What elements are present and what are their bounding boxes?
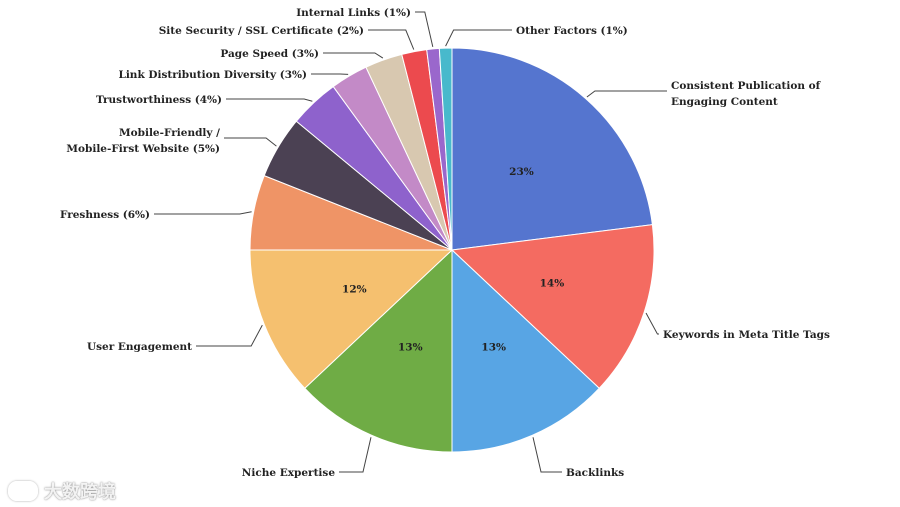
watermark-logo-icon xyxy=(8,481,38,501)
callout-label: Page Speed (3%) xyxy=(220,48,319,60)
callout-label-line2: Mobile-First Website (5%) xyxy=(66,143,220,155)
leader-line xyxy=(196,324,263,347)
callout-label: Site Security / SSL Certificate (2%) xyxy=(159,25,364,37)
pie-slice xyxy=(450,224,655,389)
callout-label: User Engagement xyxy=(87,341,192,353)
callout-label: Internal Links (1%) xyxy=(296,7,411,19)
callout-label: Consistent Publication of xyxy=(671,80,822,92)
watermark-text: 大数跨境 xyxy=(44,482,116,503)
callout-label: Mobile-Friendly / xyxy=(119,127,220,139)
slices-layer xyxy=(249,47,655,453)
leader-line xyxy=(154,211,252,215)
pie-slice xyxy=(451,248,600,453)
watermark: 大数跨境 xyxy=(8,478,116,504)
labels-layer: 23% Consistent Publication of Engaging Con… xyxy=(60,7,830,479)
slice-percent-label: 23% xyxy=(509,166,534,178)
pie-slice xyxy=(249,249,454,389)
slice-percent-label: 14% xyxy=(540,277,565,289)
leader-line xyxy=(323,52,384,59)
slice-percent-label: 12% xyxy=(342,284,367,296)
leader-line xyxy=(368,29,415,50)
callout-label: Niche Expertise xyxy=(242,467,336,479)
leader-line xyxy=(339,437,372,473)
slice-percent-label: 13% xyxy=(481,341,506,353)
leader-line xyxy=(415,11,434,48)
callout-label: Other Factors (1%) xyxy=(516,25,628,37)
leader-line xyxy=(645,312,659,335)
leader-line xyxy=(586,90,667,98)
callout-label: Backlinks xyxy=(566,467,624,479)
callout-label: Keywords in Meta Title Tags xyxy=(663,329,830,341)
pie-slice xyxy=(451,47,653,251)
pie-slice xyxy=(438,47,453,251)
callout-label: Link Distribution Diversity (3%) xyxy=(118,69,307,81)
leader-line xyxy=(532,437,562,473)
leader-line xyxy=(224,137,277,147)
callout-label: Freshness (6%) xyxy=(60,209,150,221)
callout-label: Trustworthiness (4%) xyxy=(96,94,222,106)
callout-label-line2: Engaging Content xyxy=(671,96,778,108)
pie-slice xyxy=(304,248,453,453)
leader-line xyxy=(226,98,313,102)
leader-line xyxy=(445,29,512,47)
slice-percent-label: 13% xyxy=(398,341,423,353)
leader-lines xyxy=(154,11,667,473)
